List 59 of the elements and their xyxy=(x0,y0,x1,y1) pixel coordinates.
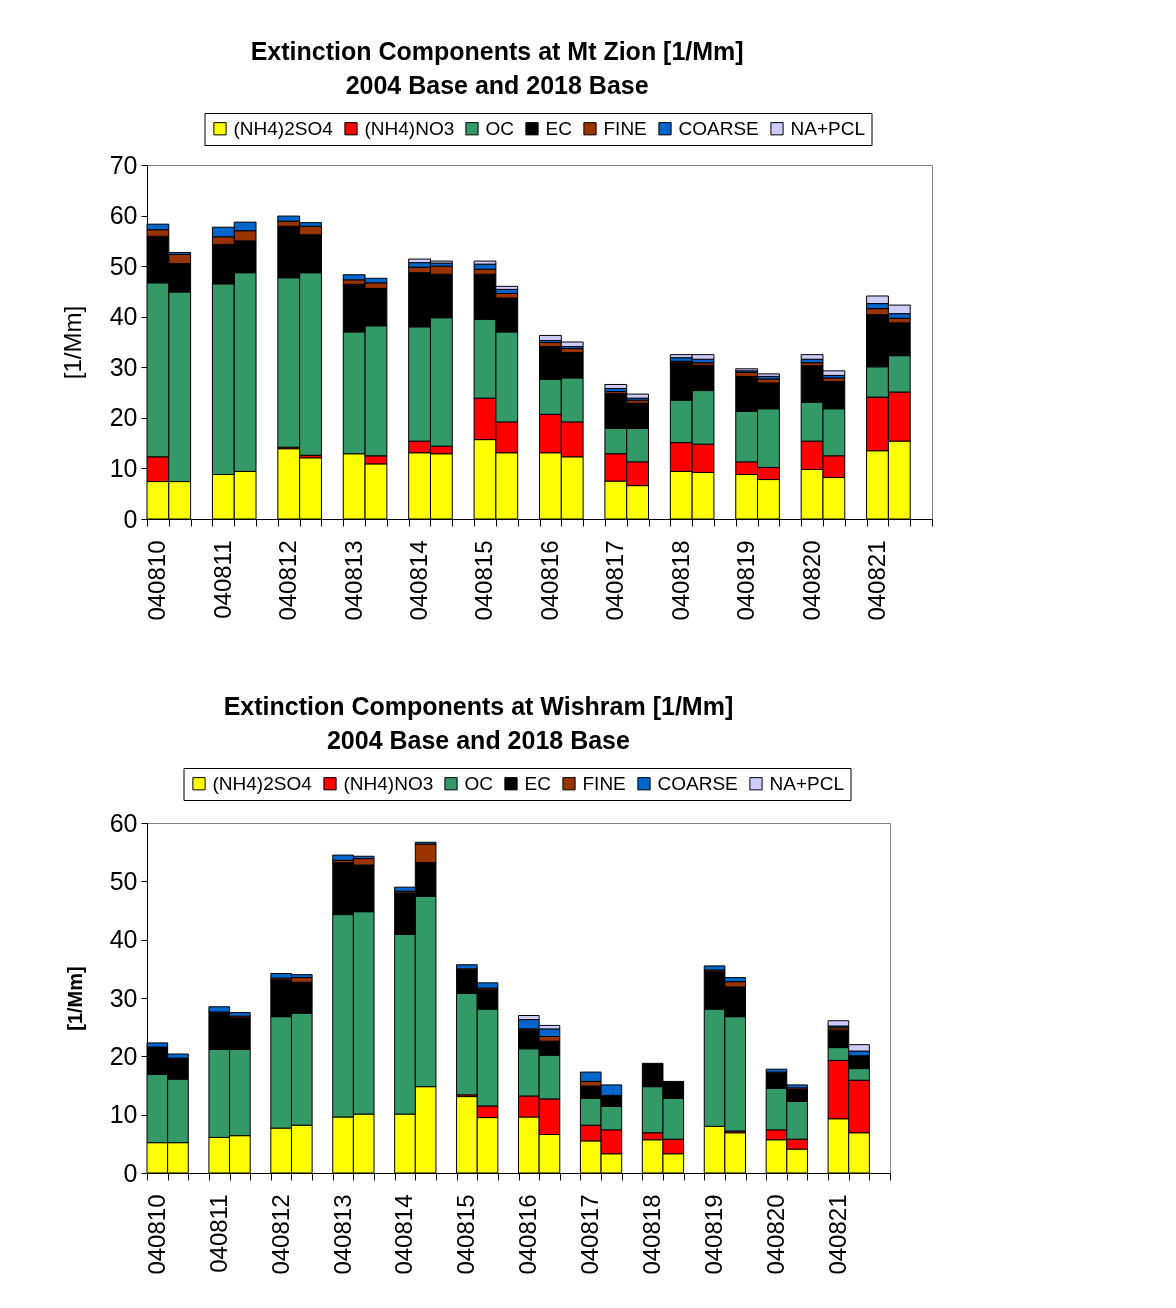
y-tick-label: 40 xyxy=(109,925,138,954)
y-tick-label: 10 xyxy=(109,1100,138,1129)
y-tick-label: 20 xyxy=(109,403,138,432)
chart-title: Extinction Components at Wishram [1/Mm] xyxy=(223,691,734,720)
legend-label: (NH4)NO3 xyxy=(343,772,434,794)
legend-label: NA+PCL xyxy=(790,117,865,139)
chart-subtitle: 2004 Base and 2018 Base xyxy=(345,70,649,99)
y-tick-label: 0 xyxy=(123,1158,138,1187)
x-tick-label: 040818 xyxy=(666,540,694,621)
y-tick-label: 50 xyxy=(109,866,138,895)
y-tick-label: 20 xyxy=(109,1041,138,1070)
x-tick-label: 040812 xyxy=(266,1194,294,1275)
legend-label: FINE xyxy=(582,772,626,794)
y-tick-label: 50 xyxy=(109,251,138,280)
legend-label: EC xyxy=(524,772,551,794)
x-tick-label: 040814 xyxy=(405,540,433,621)
legend-label: COARSE xyxy=(657,772,738,794)
x-tick-label: 040821 xyxy=(823,1194,851,1275)
y-tick-label: 10 xyxy=(109,453,138,482)
x-tick-label: 040816 xyxy=(514,1194,542,1275)
legend-label: FINE xyxy=(603,117,647,139)
x-tick-label: 040810 xyxy=(143,540,171,621)
legend-label: NA+PCL xyxy=(769,772,844,794)
x-tick-label: 040812 xyxy=(274,540,302,621)
y-tick-label: 30 xyxy=(109,352,138,381)
x-tick-label: 040820 xyxy=(761,1194,789,1275)
y-tick-label: 40 xyxy=(109,302,138,331)
x-tick-label: 040811 xyxy=(208,540,236,619)
y-tick-label: 0 xyxy=(123,504,138,533)
legend-label: (NH4)2SO4 xyxy=(212,772,313,794)
y-tick-label: 60 xyxy=(109,808,138,837)
x-tick-label: 040815 xyxy=(470,540,498,621)
legend-label: OC xyxy=(485,117,514,139)
x-tick-label: 040813 xyxy=(328,1194,356,1275)
chart-title: Extinction Components at Mt Zion [1/Mm] xyxy=(250,36,744,65)
x-tick-label: 040811 xyxy=(204,1194,232,1273)
x-tick-label: 040819 xyxy=(732,540,760,621)
y-tick-label: 60 xyxy=(109,201,138,230)
x-tick-label: 040813 xyxy=(339,540,367,621)
legend-label: EC xyxy=(545,117,572,139)
x-tick-label: 040816 xyxy=(535,540,563,621)
x-tick-label: 040814 xyxy=(390,1194,418,1275)
x-tick-label: 040821 xyxy=(862,540,890,621)
legend-label: OC xyxy=(464,772,493,794)
y-axis-title: [1/Mm] xyxy=(63,966,86,1031)
legend-label: (NH4)2SO4 xyxy=(233,117,334,139)
chart-subtitle: 2004 Base and 2018 Base xyxy=(326,725,631,754)
x-tick-label: 040810 xyxy=(142,1194,170,1275)
y-tick-label: 30 xyxy=(109,983,138,1012)
legend-label: (NH4)NO3 xyxy=(364,117,455,139)
y-axis-title: [1/Mm] xyxy=(58,305,86,380)
x-tick-label: 040817 xyxy=(601,540,629,621)
x-tick-label: 040818 xyxy=(638,1194,666,1275)
legend-label: COARSE xyxy=(678,117,759,139)
x-tick-label: 040820 xyxy=(797,540,825,621)
y-tick-label: 70 xyxy=(109,150,138,179)
x-tick-label: 040819 xyxy=(700,1194,728,1275)
x-tick-label: 040815 xyxy=(452,1194,480,1275)
x-tick-label: 040817 xyxy=(576,1194,604,1275)
